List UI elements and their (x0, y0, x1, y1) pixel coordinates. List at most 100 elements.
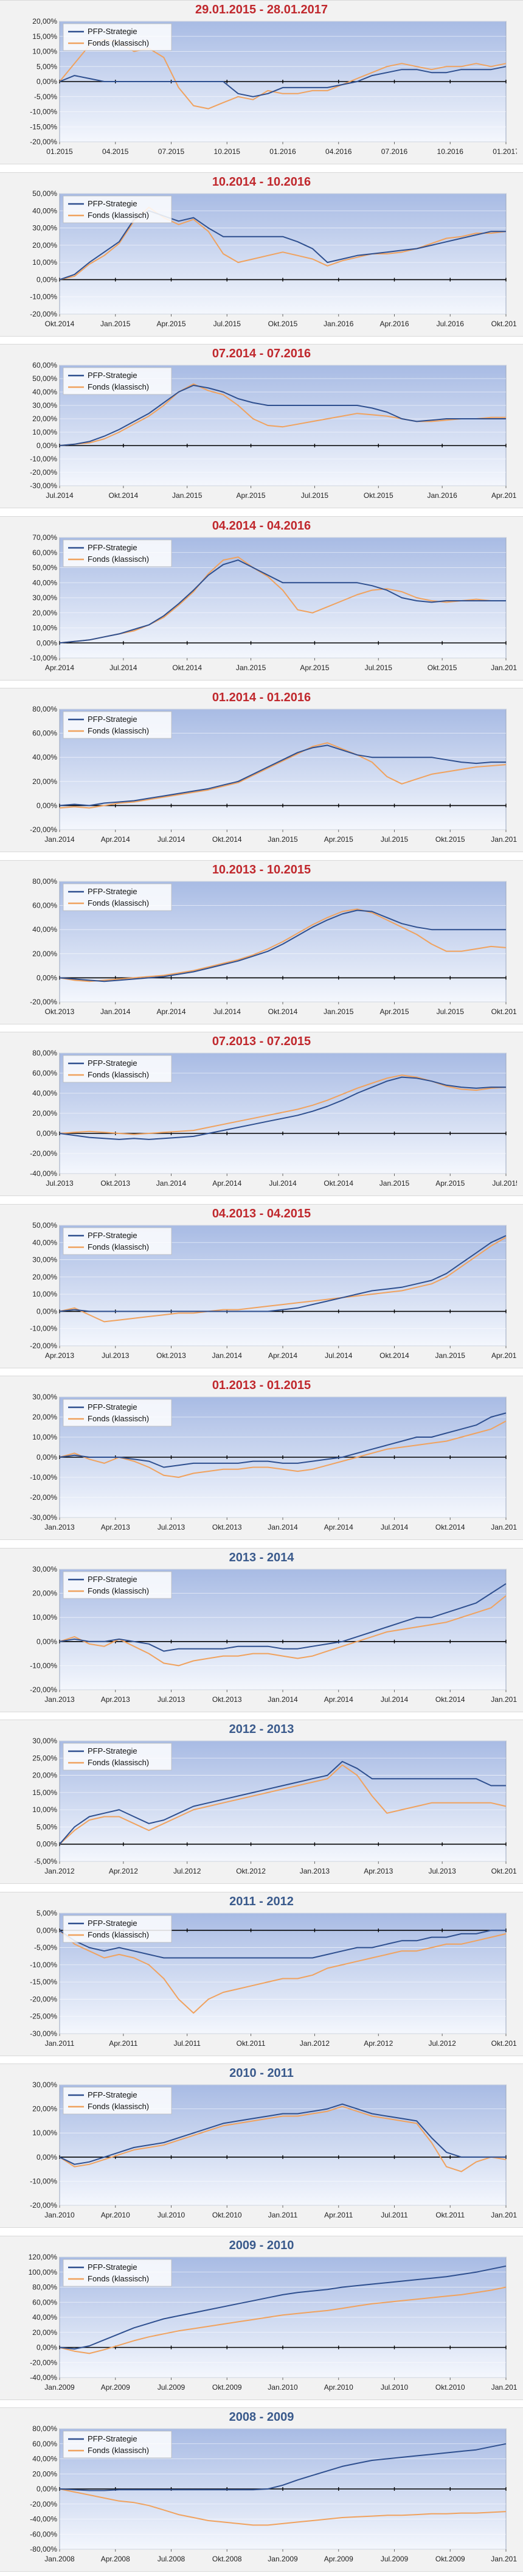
x-tick-label: Jul.2014 (381, 1695, 409, 1704)
series-line-pfp-strategie (59, 744, 506, 807)
y-tick-label: 10,00% (32, 428, 57, 436)
y-tick-label: 0,00% (36, 275, 57, 284)
y-tick-label: -5,00% (34, 93, 57, 101)
series-line-pfp-strategie (59, 1235, 507, 1312)
x-tick-label: Okt.2014 (212, 835, 242, 844)
x-tick-label: Jul.2015 (213, 320, 241, 328)
y-tick-label: -10,00% (30, 2177, 57, 2185)
x-tick-label: Okt.2014 (379, 1351, 409, 1360)
y-tick-label: -5,00% (34, 1944, 57, 1952)
y-tick-label: 50,00% (32, 564, 57, 572)
y-tick-label: 120,00% (29, 2253, 58, 2261)
chart-title: 2008 - 2009 (229, 2410, 294, 2424)
y-tick-label: 20,00% (32, 777, 57, 786)
chart-panel: 29.01.2015 - 28.01.2017 20,00% 15,00% 10,00… (0, 0, 523, 164)
chart-panel: 04.2013 - 04.2015 50,00% 40,00% 30,00% 20,00… (0, 1204, 523, 1368)
y-tick-label: 25,00% (32, 1754, 57, 1762)
series-line-fonds-klassisch (59, 1236, 507, 1323)
legend-label-strategy: PFP-Strategie (88, 2434, 137, 2443)
chart-title: 29.01.2015 - 28.01.2017 (195, 3, 328, 16)
x-tick-label: Okt.2013 (156, 1351, 186, 1360)
x-tick-label: Jul.2014 (213, 1007, 241, 1016)
legend-box (63, 1227, 172, 1255)
x-tick-label: 01.2016 (269, 147, 296, 156)
line-chart: 80,00% 60,00% 40,00% 20,00% 0,00% -20,00% -40,… (30, 1049, 517, 1188)
y-tick-label: 60,00% (32, 901, 57, 910)
y-tick-label: 0,00% (36, 1926, 57, 1934)
series-line-fonds-klassisch (59, 2105, 507, 2172)
x-tick-label: Jan.2013 (300, 1867, 330, 1875)
y-tick-label: 20,00% (32, 950, 57, 958)
y-tick-label: -40,00% (30, 2515, 57, 2524)
y-tick-label: -10,00% (30, 1473, 57, 1482)
legend-label-strategy: PFP-Strategie (88, 1402, 137, 1412)
x-tick-label: Jul.2013 (428, 1867, 456, 1875)
line-chart: 120,00% 100,00% 80,00% 60,00% 40,00% 20,00% 0,… (29, 2253, 517, 2392)
legend-box (63, 1743, 172, 1771)
x-tick-label: 04.2015 (102, 147, 129, 156)
x-tick-label: Apr.2014 (101, 835, 130, 844)
legend-box (63, 195, 172, 223)
y-tick-label: 50,00% (32, 1222, 57, 1230)
series-line-pfp-strategie (59, 909, 506, 982)
series-line-fonds-klassisch (59, 1595, 507, 1667)
legend-label-fund: Fonds (klassisch) (88, 2446, 149, 2455)
x-tick-label: Jan.2015 (268, 835, 298, 844)
y-tick-label: 10,00% (32, 258, 57, 267)
x-tick-label: Jan.2013 (44, 1523, 75, 1531)
legend-box (63, 1915, 172, 1943)
legend: PFP-Strategie Fonds (klassisch) (63, 1055, 172, 1083)
legend: PFP-Strategie Fonds (klassisch) (63, 2431, 172, 2459)
chart-panel: 10.2013 - 10.2015 80,00% 60,00% 40,00% 20,00… (0, 860, 523, 1024)
x-tick-label: Jul.2014 (269, 1179, 297, 1188)
line-chart: 50,00% 40,00% 30,00% 20,00% 10,00% 0,00% -10,0… (30, 190, 517, 328)
y-tick-label: -10,00% (30, 293, 57, 301)
y-tick-label: 0,00% (36, 441, 57, 450)
legend-box (63, 23, 172, 51)
legend: PFP-Strategie Fonds (klassisch) (63, 23, 172, 51)
x-tick-label: Jan.2012 (491, 2211, 517, 2219)
x-tick-label: Okt.2010 (212, 2211, 242, 2219)
chart-title: 2010 - 2011 (229, 2067, 294, 2080)
y-tick-label: -60,00% (30, 2530, 57, 2538)
x-tick-label: Apr.2013 (364, 1867, 393, 1875)
y-tick-label: 20,00% (32, 415, 57, 423)
x-tick-label: Apr.2015 (156, 320, 185, 328)
series-line-pfp-strategie (59, 2103, 506, 2165)
x-tick-label: Apr.2009 (101, 2383, 130, 2392)
x-tick-label: Jan.2016 (427, 491, 457, 500)
y-tick-label: 30,00% (32, 1566, 57, 1573)
legend-box (63, 1571, 172, 1599)
y-tick-label: 0,00% (36, 77, 57, 86)
y-tick-label: -20,00% (30, 310, 57, 318)
y-tick-label: -20,00% (30, 825, 57, 834)
x-tick-label: Apr.2011 (109, 2039, 137, 2048)
x-tick-label: Okt.2013 (45, 1007, 75, 1016)
x-tick-label: Apr.2015 (379, 1007, 409, 1016)
y-tick-label: 5,00% (36, 62, 57, 71)
y-tick-label: 15,00% (32, 32, 57, 41)
x-tick-label: Okt.2016 (491, 320, 517, 328)
y-tick-label: 80,00% (32, 2283, 57, 2292)
y-tick-label: -20,00% (30, 2500, 57, 2508)
x-tick-label: Jan.2016 (491, 835, 517, 844)
series-line-pfp-strategie (59, 66, 507, 97)
y-tick-label: -20,00% (30, 998, 57, 1006)
x-tick-label: Jul.2013 (102, 1351, 130, 1360)
series-line-pfp-strategie (59, 1076, 506, 1140)
x-tick-label: Jul.2008 (158, 2555, 185, 2563)
legend: PFP-Strategie Fonds (klassisch) (63, 2087, 172, 2115)
legend: PFP-Strategie Fonds (klassisch) (63, 1571, 172, 1599)
x-tick-label: Jul.2011 (381, 2211, 408, 2219)
line-chart: 30,00% 25,00% 20,00% 15,00% 10,00% 5,00% 0,00%… (32, 1737, 517, 1875)
x-tick-label: Jan.2010 (44, 2211, 75, 2219)
chart-panel: 01.2014 - 01.2016 80,00% 60,00% 40,00% 20,00… (0, 688, 523, 852)
chart-panel: 04.2014 - 04.2016 70,00% 60,00% 50,00% 40,00… (0, 516, 523, 681)
y-tick-label: 5,00% (36, 1909, 57, 1917)
x-tick-label: Jan.2015 (324, 1007, 354, 1016)
x-tick-label: Jul.2014 (158, 835, 185, 844)
x-tick-label: Okt.2015 (428, 663, 457, 672)
legend: PFP-Strategie Fonds (klassisch) (63, 1743, 172, 1771)
y-tick-label: 20,00% (32, 2105, 57, 2113)
